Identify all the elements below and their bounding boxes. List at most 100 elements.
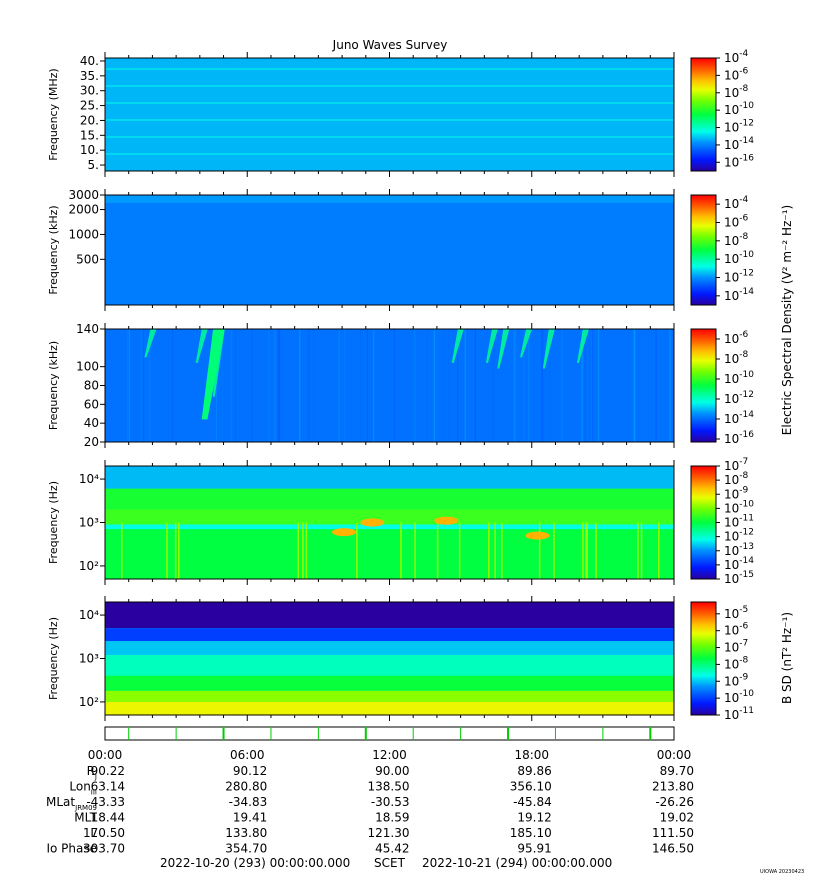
colorbar-tick-label: 10-5 (724, 605, 748, 621)
colorbar-tick-label: 10-16 (724, 430, 754, 446)
colorbar-tick-label: 10-16 (724, 153, 754, 169)
y-tick-label: 20. (80, 113, 99, 127)
emission-burst (520, 329, 533, 358)
colorbar-tick-label: 10-8 (724, 84, 749, 100)
ephemeris-label: MLatJRM09 (46, 795, 97, 812)
ephemeris-value: 185.10 (510, 826, 552, 840)
spectral-band (105, 655, 674, 676)
ephemeris-value: 111.50 (652, 826, 694, 840)
noise-stripe (149, 329, 151, 442)
time-strip-frame (104, 726, 675, 741)
emission-burst (195, 329, 208, 363)
ephemeris-value: -34.83 (229, 795, 268, 809)
y-tick-label: 20 (84, 435, 99, 449)
noise-stripe (433, 329, 436, 442)
y-tick-label: 10² (79, 695, 99, 709)
ephemeris-value: 133.80 (225, 826, 267, 840)
colorbar-tick-label: 10-10 (724, 689, 754, 705)
emission-burst (497, 329, 510, 369)
vertical-stripe (458, 522, 461, 579)
emission-burst (201, 329, 225, 420)
noise-stripe (464, 329, 466, 442)
panel-hz-e: 10² 10³ 10⁴ Frequency (Hz) 10-710-810-910-10… (47, 457, 754, 586)
noise-stripe (230, 329, 232, 442)
noise-stripe (140, 329, 142, 442)
colorbar-tick-label: 10-8 (724, 471, 749, 487)
noise-stripe (274, 329, 276, 442)
vertical-stripe (436, 522, 439, 579)
chorus-zone (105, 509, 674, 525)
emission-burst (576, 329, 589, 363)
noise-stripe (268, 329, 270, 442)
intense-patch (331, 528, 356, 537)
vertical-stripe (501, 522, 503, 579)
y-tick-label: 10² (79, 559, 99, 573)
colorbar-tick-label: 10-12 (724, 269, 754, 285)
ephemeris-value: 63.14 (91, 780, 125, 794)
noise-stripe (366, 329, 369, 442)
colorbar-tick-label: 10-12 (724, 119, 754, 135)
vertical-stripe (637, 522, 639, 579)
ephemeris-value: 121.30 (368, 826, 410, 840)
footer-credit: UIOWA 20230423 (760, 869, 804, 875)
vertical-stripe (302, 522, 304, 579)
colorbar-tick-label: 10-15 (724, 570, 754, 586)
spectrogram-background (105, 58, 674, 171)
noise-stripe (437, 329, 439, 442)
y-tick-label: 10. (80, 143, 99, 157)
noise-stripe (355, 329, 357, 442)
frequency-band (105, 85, 674, 87)
vertical-stripe (585, 522, 587, 579)
frequency-band (105, 136, 674, 138)
frequency-band (105, 195, 674, 203)
ephemeris-value: 89.70 (660, 764, 694, 778)
spectral-band (105, 690, 674, 702)
noise-stripe (221, 329, 223, 442)
noise-stripe (589, 329, 591, 442)
y-tick-label: 25. (80, 99, 99, 113)
colorbar-tick-label: 10-8 (724, 655, 749, 671)
colorbar-label-electric: Electric Spectral Density (V² m⁻² Hz⁻¹) (780, 205, 794, 435)
emission-burst (485, 329, 498, 363)
colorbar-tick-label: 10-8 (724, 232, 749, 248)
noise-stripe (657, 329, 659, 442)
vertical-stripe (174, 522, 177, 579)
y-tick-label: 80 (84, 379, 99, 393)
intense-patch (525, 531, 550, 540)
colorbar-tick-label: 10-4 (724, 195, 749, 211)
frequency-band (105, 119, 674, 121)
y-axis-label: Frequency (kHz) (47, 205, 60, 294)
vertical-stripe (414, 522, 416, 579)
colorbar-tick-label: 10-10 (724, 101, 754, 117)
noise-stripe (426, 329, 428, 442)
emission-burst (212, 329, 225, 397)
noise-stripe (474, 329, 476, 442)
spectral-band (105, 602, 674, 629)
mid-zone (105, 488, 674, 510)
noise-stripe (142, 329, 145, 442)
panel-mhz: 5.10.15.20.25.30.35.40. Frequency (MHz) 10… (47, 49, 754, 177)
vertical-stripe (586, 522, 588, 579)
noise-stripe (344, 329, 346, 442)
y-tick-label: 500 (76, 252, 99, 266)
noise-stripe (468, 329, 470, 442)
ephemeris-value: 18.59 (375, 811, 409, 825)
colorbar-tick-label: 10-12 (724, 390, 754, 406)
ephemeris-value: 90.00 (375, 764, 409, 778)
colorbar-tick-label: 10-4 (724, 49, 749, 65)
colorbar-tick-label: 10-10 (724, 250, 754, 266)
lower-zone (105, 529, 674, 579)
figure-title: Juno Waves Survey (332, 38, 448, 52)
noise-stripe (513, 329, 515, 442)
noise-stripe (278, 329, 281, 442)
colorbar-tick-label: 10-10 (724, 499, 754, 515)
y-tick-label: 2000 (68, 203, 99, 217)
noise-stripe (338, 329, 340, 442)
noise-stripe (128, 329, 131, 442)
y-tick-label: 1000 (68, 227, 99, 241)
noise-stripe (633, 329, 635, 442)
colorbar-tick-label: 10-10 (724, 370, 754, 386)
y-tick-label: 5. (88, 158, 99, 172)
noise-stripe (549, 329, 551, 442)
